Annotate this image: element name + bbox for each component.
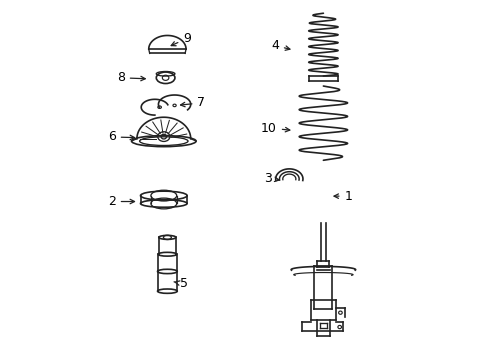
Text: 3: 3	[264, 172, 279, 185]
Text: 6: 6	[108, 130, 134, 144]
Text: 1: 1	[333, 190, 352, 203]
Text: 8: 8	[117, 71, 145, 84]
Text: 4: 4	[270, 39, 289, 52]
Text: 2: 2	[108, 195, 134, 208]
Text: 9: 9	[171, 32, 191, 46]
Text: 5: 5	[174, 278, 187, 291]
Text: 7: 7	[180, 96, 205, 109]
Text: 10: 10	[261, 122, 289, 135]
